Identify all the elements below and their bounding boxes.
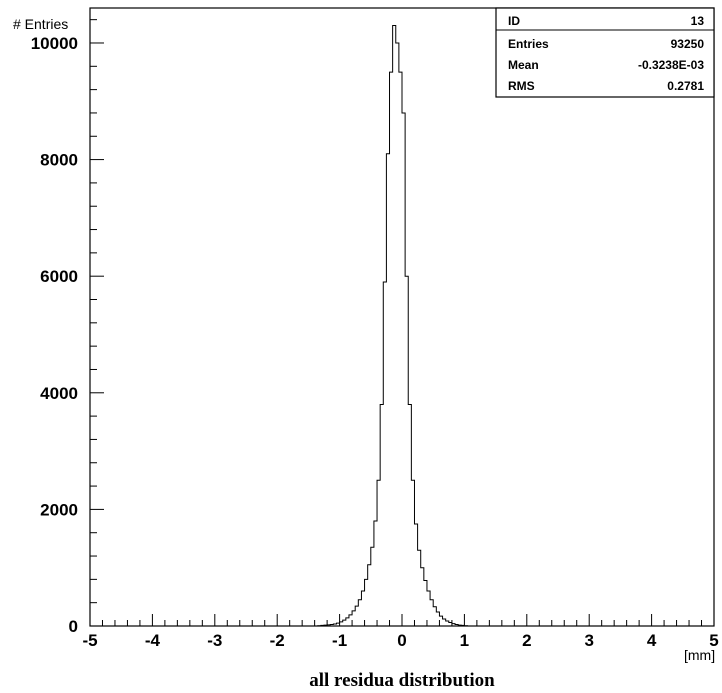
y-tick-labels: 0 2000 4000 6000 8000 10000 — [31, 34, 78, 636]
chart-caption: all residua distribution — [309, 670, 495, 691]
stats-label-id: ID — [508, 14, 520, 28]
axis-ticks — [89, 19, 715, 627]
x-tick-label: 1 — [460, 631, 469, 650]
x-tick-label: -1 — [332, 631, 347, 650]
histogram-line — [90, 24, 714, 627]
x-tick-label: 0 — [397, 631, 406, 650]
y-axis-title: # Entries — [13, 16, 68, 32]
x-tick-label: 2 — [522, 631, 531, 650]
stats-value-mean: -0.3238E-03 — [638, 58, 704, 72]
x-axis-title: [mm] — [684, 647, 715, 663]
x-tick-label: 3 — [584, 631, 593, 650]
stats-value-entries: 93250 — [671, 37, 705, 51]
x-tick-label: -5 — [82, 631, 97, 650]
y-tick-label: 4000 — [40, 384, 78, 403]
stats-value-id: 13 — [691, 14, 705, 28]
x-tick-label: 5 — [709, 631, 718, 650]
stats-value-rms: 0.2781 — [667, 79, 704, 93]
x-tick-label: -3 — [207, 631, 222, 650]
y-tick-label: 2000 — [40, 500, 78, 519]
stats-label-rms: RMS — [508, 79, 535, 93]
y-tick-label: 10000 — [31, 34, 78, 53]
y-tick-label: 8000 — [40, 151, 78, 170]
stats-label-entries: Entries — [508, 37, 549, 51]
x-tick-label: -4 — [145, 631, 161, 650]
y-tick-label: 6000 — [40, 267, 78, 286]
x-tick-label: -2 — [270, 631, 285, 650]
stats-box: ID 13 Entries 93250 Mean -0.3238E-03 RMS… — [495, 7, 715, 98]
stats-label-mean: Mean — [508, 58, 539, 72]
x-tick-label: 4 — [647, 631, 657, 650]
y-tick-label: 0 — [69, 617, 78, 636]
x-tick-labels: -5 -4 -3 -2 -1 0 1 2 3 4 5 — [82, 631, 718, 650]
